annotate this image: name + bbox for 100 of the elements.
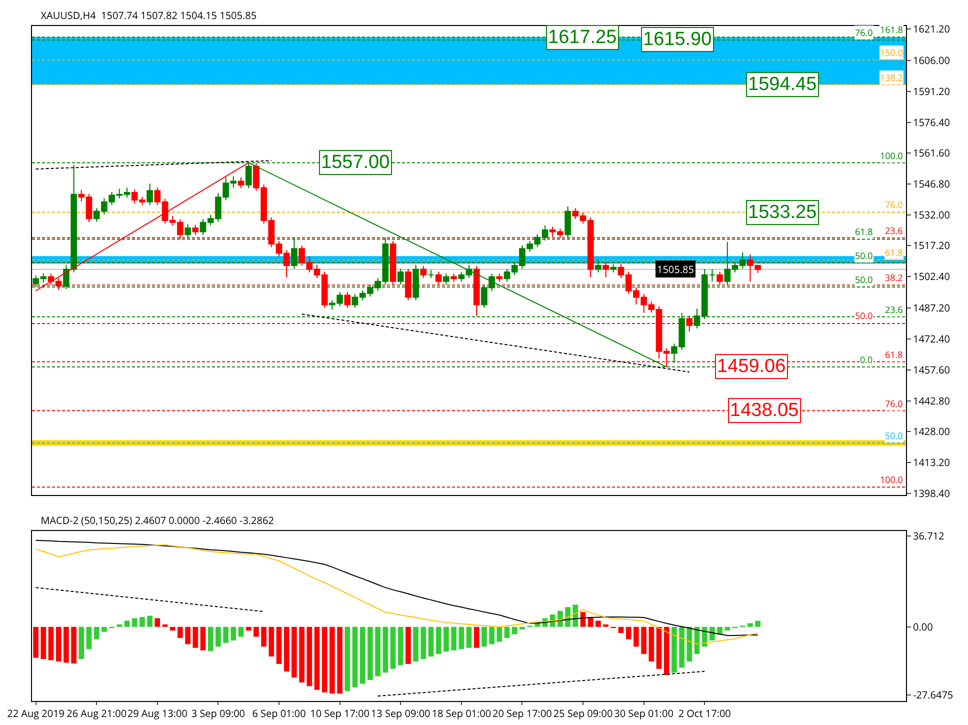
x-tick-label: 22 Aug 2019: [7, 706, 65, 720]
bar: [102, 626, 107, 632]
chart-title: MACD-2 (50,150,25) 2.4607 0.0000 -2.4660 -3.2862: [40, 513, 274, 527]
annotation: 50.0: [855, 249, 873, 262]
chart-title: XAUUSD,H4 1507.74 1507.82 1504.15 1505.85: [40, 8, 257, 22]
annotation: 161.8: [880, 23, 903, 36]
x-tick-label: 2 Oct 17:00: [678, 706, 732, 720]
bar: [755, 620, 760, 627]
bar: [71, 626, 76, 664]
bar: [124, 620, 130, 627]
annotation: 23.6: [885, 224, 903, 237]
bar: [147, 616, 152, 627]
ref-line-label: 1438.05: [730, 400, 799, 421]
bar: [648, 626, 654, 662]
bar: [94, 626, 100, 640]
bar: [254, 626, 259, 637]
y-tick-label: 1457.60: [913, 362, 950, 376]
annotation: 100.0: [880, 149, 903, 162]
bar: [208, 626, 214, 652]
bar: [314, 626, 320, 690]
ref-line-label: 1557.00: [321, 152, 390, 173]
y-tick-label: 1576.40: [913, 114, 950, 129]
bar: [375, 626, 380, 676]
bar: [710, 626, 715, 640]
y-tick-label: 1472.40: [913, 332, 950, 346]
bar: [406, 626, 411, 664]
bar: [382, 626, 388, 673]
bar: [368, 626, 373, 680]
bar: [496, 626, 502, 642]
bar: [482, 626, 487, 647]
y-tick-label: 1442.80: [913, 393, 950, 408]
bar: [512, 626, 518, 634]
bar: [170, 626, 176, 631]
y-tick-label: 1546.80: [913, 176, 950, 190]
x-tick-label: 10 Sep 17:00: [310, 706, 370, 720]
bar: [618, 626, 624, 634]
bar: [428, 626, 434, 657]
bar: [48, 626, 54, 660]
x-tick-label: 25 Sep 09:00: [553, 706, 613, 720]
bar: [596, 620, 601, 627]
bar: [140, 616, 145, 627]
bar: [192, 626, 198, 648]
bar: [230, 626, 236, 640]
bar: [466, 626, 472, 648]
bar: [717, 626, 722, 634]
bar: [520, 626, 525, 630]
ref-line-label: 1617.25: [548, 27, 617, 48]
bar: [223, 626, 228, 643]
bar: [436, 626, 442, 654]
bar: [451, 626, 456, 650]
y-tick-label: 1398.40: [913, 486, 950, 500]
annotation: 76.0: [885, 397, 903, 410]
annotation: 61.8: [885, 348, 903, 361]
bar: [626, 626, 632, 640]
bar: [686, 626, 692, 662]
bar: [276, 626, 282, 664]
bar: [656, 626, 662, 669]
bar: [246, 626, 252, 631]
bar: [162, 624, 168, 627]
annotation: 76.0: [855, 26, 873, 39]
x-tick-label: 13 Sep 09:00: [370, 706, 431, 720]
annotation: 0.0: [860, 353, 873, 366]
x-tick-label: 29 Aug 13:00: [127, 706, 188, 720]
bar: [390, 626, 396, 669]
y-tick-label: 1591.20: [913, 84, 950, 98]
bar: [504, 626, 510, 638]
bar: [268, 626, 274, 657]
annotation: 61.8: [855, 225, 873, 238]
ref-line-label: 1459.06: [717, 356, 786, 377]
bar: [261, 626, 266, 647]
bar: [306, 626, 312, 686]
annotation: 138.2: [880, 71, 903, 84]
x-tick-label: 3 Sep 09:00: [191, 706, 246, 720]
bar: [299, 626, 304, 682]
x-tick-label: 18 Sep 01:00: [432, 706, 492, 720]
bar: [474, 626, 480, 648]
bar: [352, 626, 358, 688]
bar: [78, 626, 84, 659]
bar: [216, 626, 221, 647]
bar: [489, 626, 494, 644]
bar: [360, 626, 366, 684]
annotation: 50.0: [855, 273, 873, 286]
bar: [185, 626, 190, 644]
y-tick-label: 1502.40: [913, 269, 950, 284]
bar: [344, 626, 350, 692]
bar: [116, 624, 122, 627]
bar: [748, 623, 753, 627]
y-tick-label: 1428.00: [913, 424, 950, 438]
bar: [200, 626, 206, 650]
bar: [679, 626, 684, 668]
ref-line-label: 1505.85: [657, 262, 694, 276]
bar: [330, 626, 335, 694]
bar: [132, 618, 138, 627]
y-tick-label: 36.712: [913, 528, 944, 543]
ref-line-label: 1594.45: [748, 74, 817, 95]
bar: [458, 626, 464, 650]
bar: [56, 626, 62, 662]
annotation: 150.0: [880, 46, 903, 59]
bar: [86, 626, 92, 650]
y-tick-label: 1561.60: [913, 146, 950, 160]
